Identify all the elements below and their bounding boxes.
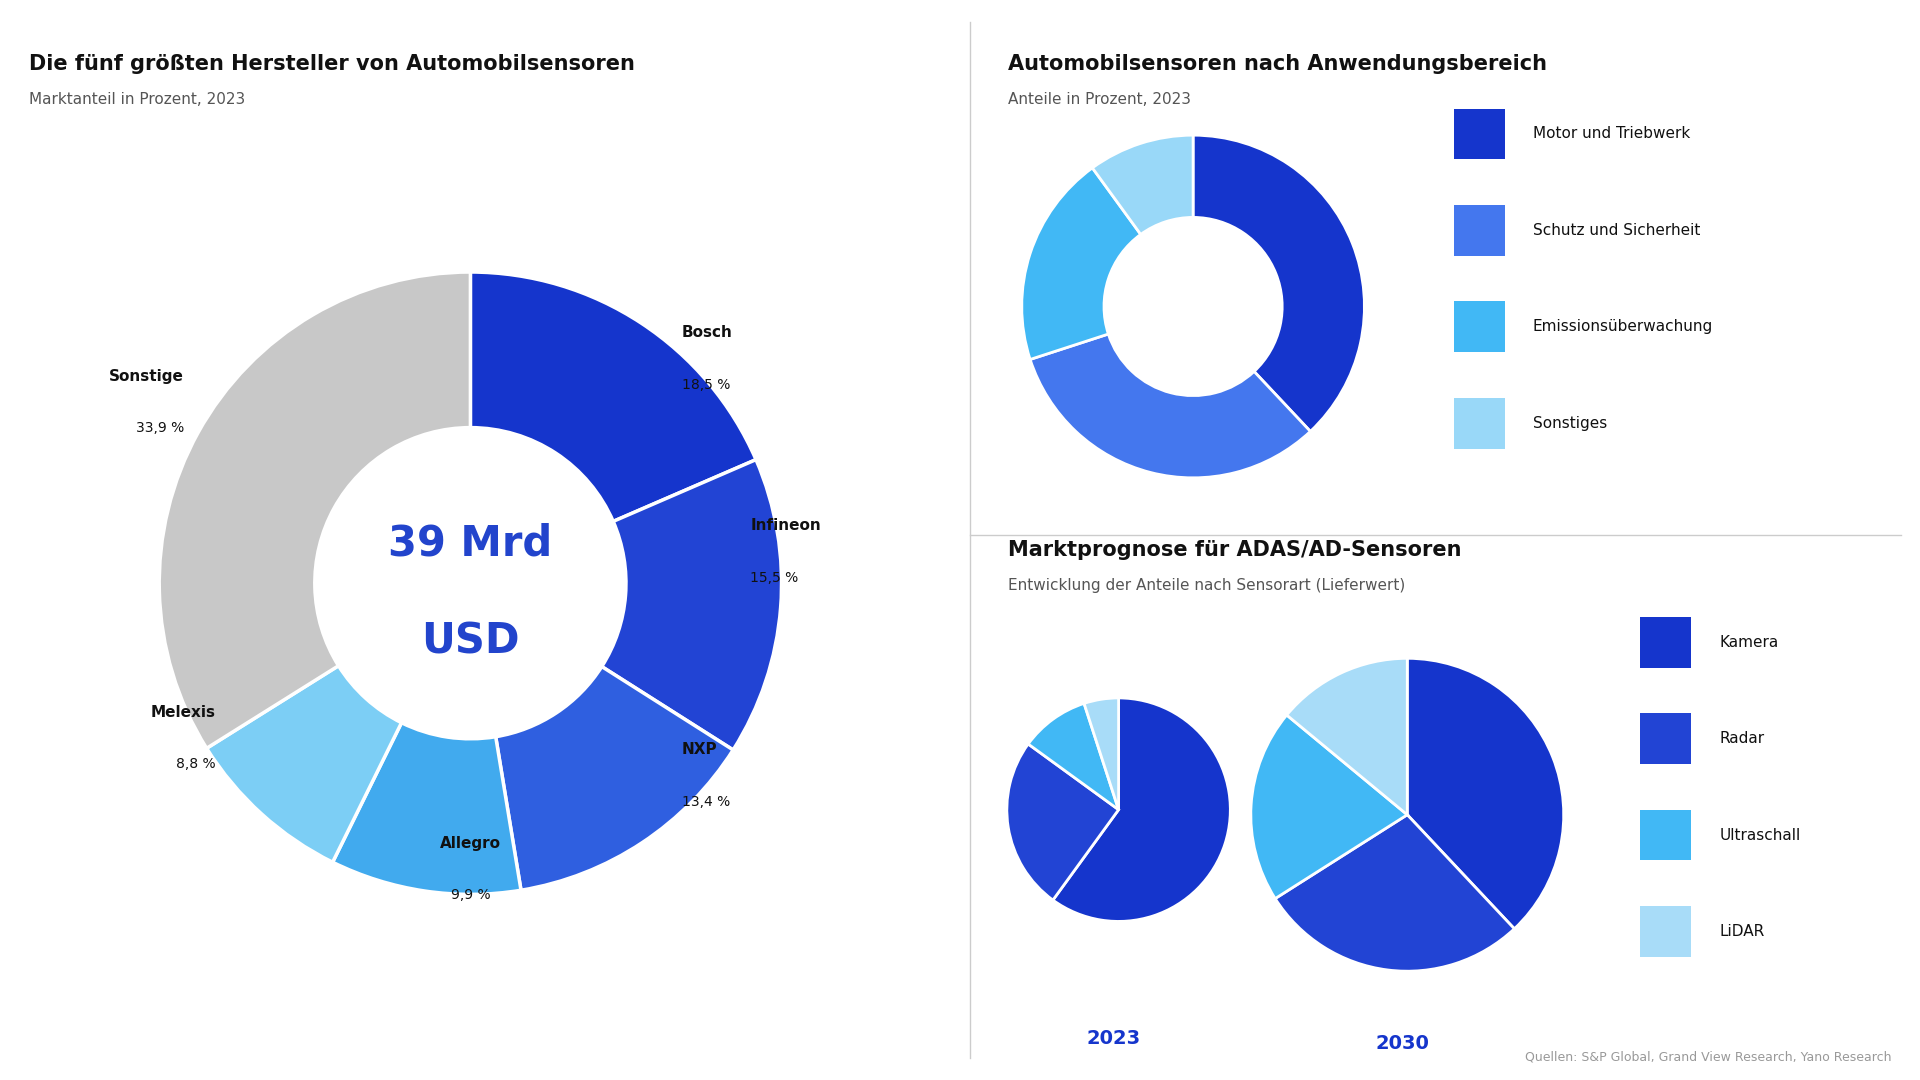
Text: 15,5 %: 15,5 % (751, 570, 799, 584)
Bar (1453, 397, 1505, 448)
Text: 2030: 2030 (1375, 1035, 1430, 1053)
Bar (1640, 617, 1692, 667)
Wedge shape (207, 665, 401, 862)
Text: Melexis: Melexis (150, 705, 215, 720)
Text: Anteile in Prozent, 2023: Anteile in Prozent, 2023 (1008, 92, 1190, 107)
Text: Infineon: Infineon (751, 518, 822, 534)
Wedge shape (601, 460, 781, 750)
Text: Motor und Triebwerk: Motor und Triebwerk (1532, 126, 1690, 141)
Text: Allegro: Allegro (440, 836, 501, 851)
Bar (1640, 713, 1692, 764)
Text: Quellen: S&P Global, Grand View Research, Yano Research: Quellen: S&P Global, Grand View Research… (1524, 1051, 1891, 1064)
Bar (1640, 810, 1692, 861)
Text: LiDAR: LiDAR (1718, 924, 1764, 939)
Bar (1640, 906, 1692, 957)
Bar (1453, 109, 1505, 160)
Wedge shape (159, 272, 470, 748)
Text: Radar: Radar (1718, 731, 1764, 746)
Text: 8,8 %: 8,8 % (175, 757, 215, 771)
Text: Marktanteil in Prozent, 2023: Marktanteil in Prozent, 2023 (29, 92, 246, 107)
Text: Entwicklung der Anteile nach Sensorart (Lieferwert): Entwicklung der Anteile nach Sensorart (… (1008, 578, 1405, 593)
Text: 18,5 %: 18,5 % (682, 378, 730, 392)
Text: 9,9 %: 9,9 % (451, 888, 490, 902)
Text: Schutz und Sicherheit: Schutz und Sicherheit (1532, 222, 1701, 238)
Text: Ultraschall: Ultraschall (1718, 827, 1801, 842)
Text: 39 Mrd: 39 Mrd (388, 523, 553, 565)
Text: Sonstiges: Sonstiges (1532, 416, 1607, 431)
Text: Kamera: Kamera (1718, 635, 1778, 650)
Wedge shape (332, 723, 520, 894)
Wedge shape (470, 272, 756, 522)
Wedge shape (495, 666, 733, 890)
Text: Automobilsensoren nach Anwendungsbereich: Automobilsensoren nach Anwendungsbereich (1008, 54, 1548, 75)
Text: Marktprognose für ADAS/AD-Sensoren: Marktprognose für ADAS/AD-Sensoren (1008, 540, 1461, 561)
Text: Bosch: Bosch (682, 325, 733, 340)
Text: NXP: NXP (682, 742, 718, 757)
Text: 2023: 2023 (1087, 1028, 1140, 1048)
Text: 33,9 %: 33,9 % (136, 421, 184, 435)
Text: Emissionsüberwachung: Emissionsüberwachung (1532, 320, 1713, 335)
Text: 13,4 %: 13,4 % (682, 795, 730, 809)
Text: USD: USD (420, 621, 520, 662)
Text: Sonstige: Sonstige (109, 369, 184, 384)
Bar (1453, 205, 1505, 256)
Bar (1453, 301, 1505, 352)
Text: Die fünf größten Hersteller von Automobilsensoren: Die fünf größten Hersteller von Automobi… (29, 54, 636, 75)
